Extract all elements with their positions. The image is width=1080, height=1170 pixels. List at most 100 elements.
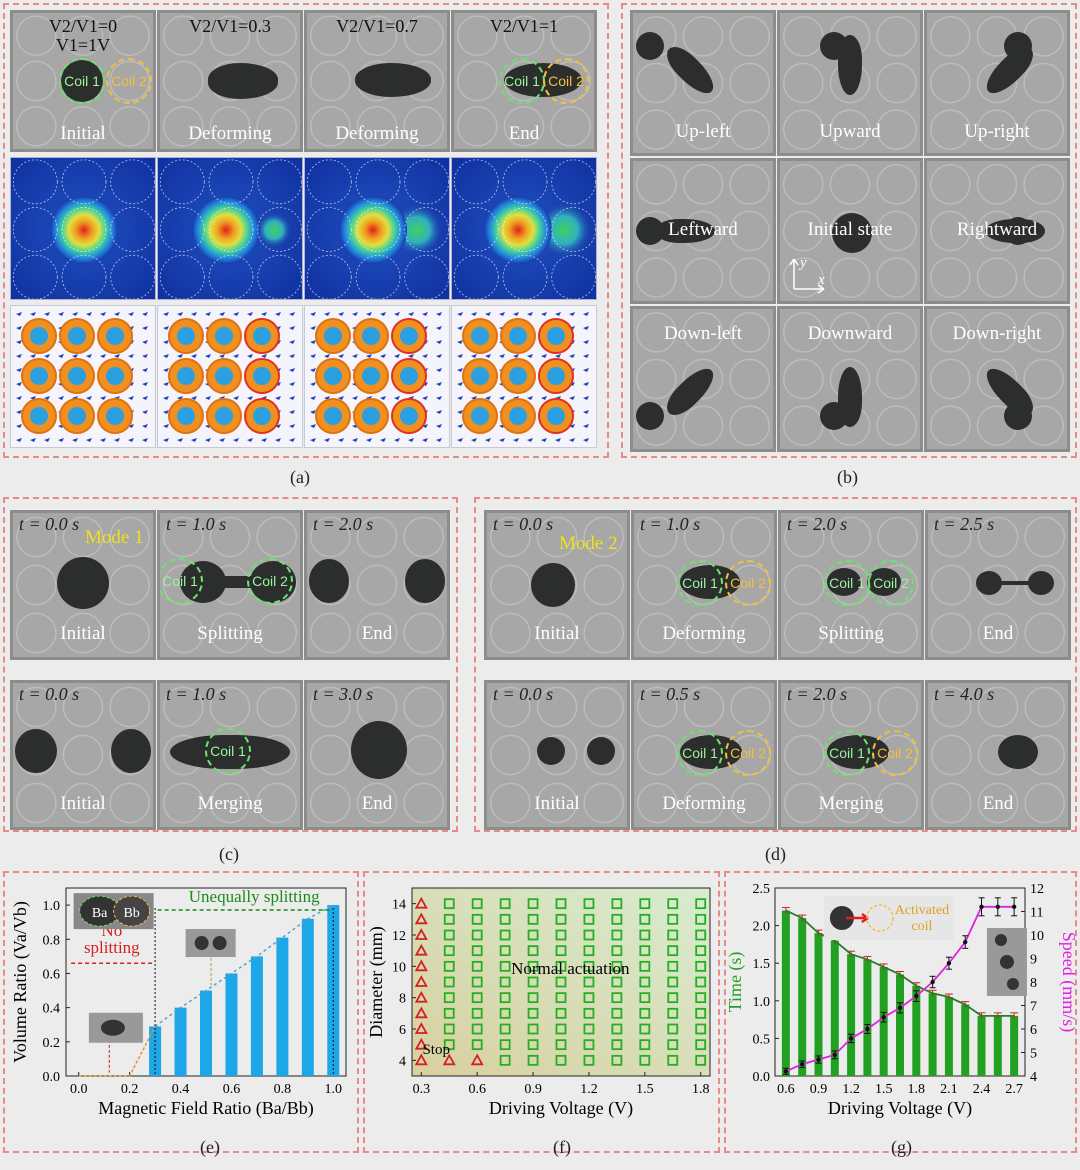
normal-marker [499, 913, 511, 925]
field-arrow [30, 438, 36, 442]
field-arrow [499, 438, 505, 442]
field-arrow [457, 354, 463, 358]
field-arrow [366, 354, 372, 358]
stop-marker [414, 975, 428, 987]
grid-circle [730, 516, 772, 558]
normal-marker [555, 976, 567, 988]
panel_c-row2-photo-0: t = 0.0 s Initial [10, 680, 156, 830]
coil-1-marker: Coil 1 [677, 560, 723, 606]
field-arrow [583, 354, 589, 358]
normal-marker [527, 913, 539, 925]
inset-drop [994, 933, 1007, 946]
normal-marker [471, 976, 483, 988]
field-arrow [163, 326, 169, 330]
normal-marker [527, 976, 539, 988]
grid-circle [929, 405, 971, 447]
field-arrow [128, 424, 134, 428]
coil-core [215, 327, 233, 345]
y-tick-label: 0.2 [43, 1036, 61, 1051]
grid-circle [930, 564, 972, 606]
field-arrow [16, 382, 22, 386]
grid-circle [782, 405, 824, 447]
normal-label: Normal actuation [511, 959, 630, 978]
grid-circle [162, 516, 204, 558]
field-arrow [338, 438, 344, 442]
coil-outline [502, 254, 548, 299]
field-arrow [142, 424, 148, 428]
time-label: t = 4.0 s [934, 684, 995, 704]
normal-marker [695, 945, 707, 957]
normal-marker [583, 976, 595, 988]
grid-circle [782, 210, 824, 252]
field-arrow [513, 438, 519, 442]
field-arrow [275, 312, 281, 316]
field-arrow [569, 354, 575, 358]
grid-circle [876, 15, 918, 57]
coil-outline [159, 254, 205, 299]
field-arrow [499, 312, 505, 316]
caption-b: (b) [837, 467, 858, 487]
normal-marker [499, 1023, 511, 1035]
field-arrow [177, 438, 183, 442]
field-arrow [485, 354, 491, 358]
inset-drop [999, 954, 1014, 969]
grid-circle [783, 612, 825, 654]
grid-circle [536, 612, 578, 654]
field-arrow [380, 438, 386, 442]
caption-d: (d) [765, 844, 786, 864]
stop-marker [414, 1037, 428, 1050]
field-arrow [128, 354, 134, 358]
grid-circle [930, 516, 972, 558]
coil-outline [61, 254, 107, 299]
normal-marker [527, 1007, 539, 1019]
field-arrow [44, 354, 50, 358]
field-arrow [583, 326, 589, 330]
panel_d-row2-photo-2: t = 2.0 s Merging Coil 1 Coil 2 [778, 680, 924, 830]
grid-pattern [15, 516, 151, 654]
coil-outline [551, 254, 596, 299]
grid-circle [356, 782, 398, 824]
ratio-label: V2/V1=0.7 [336, 16, 418, 36]
field-arrow [436, 382, 442, 386]
field-arrow [583, 396, 589, 400]
y-tick-label: 6 [399, 1023, 406, 1038]
normal-marker [555, 945, 567, 957]
stop-marker [414, 959, 428, 972]
y-tick-label: 4 [399, 1054, 406, 1069]
droplet [636, 32, 664, 60]
state-label: Merging [197, 793, 263, 814]
field-arrow [352, 438, 358, 442]
stop-marker [470, 1053, 484, 1066]
droplet [537, 737, 565, 765]
field-arrow [394, 396, 400, 400]
y-left-tick-label: 1.0 [753, 995, 771, 1010]
coil-core [400, 327, 418, 345]
ratio-label: V2/V1=1 [489, 16, 559, 36]
grid-circle [62, 105, 104, 147]
normal-marker [639, 1039, 651, 1051]
field-heatmap-2 [304, 157, 450, 300]
x-tick-label: 0.6 [223, 1082, 241, 1097]
normal-marker [667, 1039, 679, 1051]
coil-outline [257, 159, 302, 205]
panel-b-photo-7: Downward [777, 306, 923, 452]
field-arrow [555, 354, 561, 358]
grid-circle [683, 516, 725, 558]
field-arrow [310, 438, 316, 442]
field-arrow [142, 382, 148, 386]
field-arrow [163, 312, 169, 316]
normal-marker [583, 1007, 595, 1019]
x-tick-label: 0.2 [121, 1082, 139, 1097]
grid-circle [536, 782, 578, 824]
grid-circle [1024, 612, 1066, 654]
grid-circle [682, 358, 724, 400]
coil-core [106, 327, 124, 345]
field-arrow [100, 312, 106, 316]
grid-circle [109, 782, 151, 824]
field-arrow [485, 438, 491, 442]
coil-1-marker: Coil 1 [59, 58, 105, 104]
grid-circle [1023, 62, 1065, 104]
grid-circle [635, 109, 677, 151]
normal-marker [527, 1054, 539, 1066]
grid-circle [403, 686, 445, 728]
